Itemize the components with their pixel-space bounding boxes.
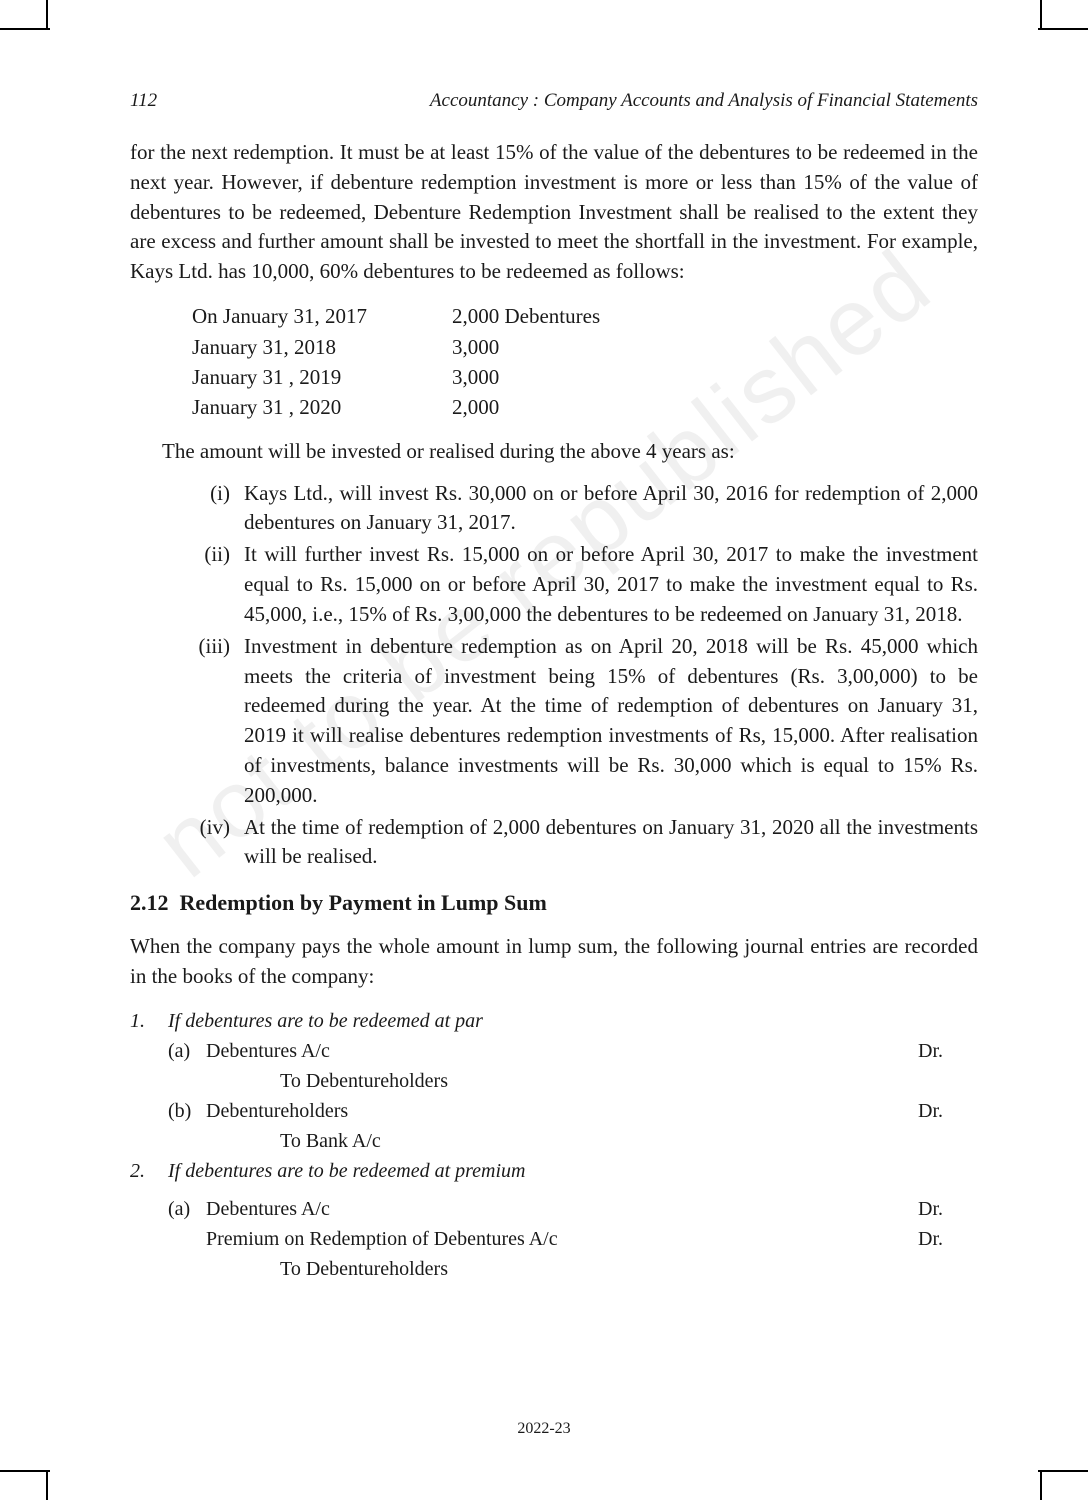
schedule-row: January 31 , 2019 3,000 — [192, 362, 978, 392]
entry-account: Premium on Redemption of Debentures A/c — [206, 1224, 918, 1254]
list-item: (i) Kays Ltd., will invest Rs. 30,000 on… — [186, 479, 978, 539]
entry-row: (b) Debentureholders Dr. — [130, 1096, 978, 1126]
redemption-schedule: On January 31, 2017 2,000 Debentures Jan… — [192, 301, 978, 423]
schedule-date: January 31 , 2020 — [192, 392, 452, 422]
schedule-row: January 31 , 2020 2,000 — [192, 392, 978, 422]
entry-row: Premium on Redemption of Debentures A/c … — [130, 1224, 978, 1254]
entry-row: (a) Debentures A/c Dr. — [130, 1036, 978, 1066]
page-header: 112 Accountancy : Company Accounts and A… — [130, 90, 978, 112]
entry-to-line: To Debentureholders — [280, 1066, 978, 1096]
schedule-date: January 31, 2018 — [192, 332, 452, 362]
entry-group-number: 1. — [130, 1006, 168, 1036]
entry-account: Debentures A/c — [206, 1036, 918, 1066]
schedule-value: 2,000 Debentures — [452, 301, 600, 331]
list-item: (ii) It will further invest Rs. 15,000 o… — [186, 540, 978, 629]
page-number: 112 — [130, 90, 157, 112]
entry-to-line: To Bank A/c — [280, 1126, 978, 1156]
footer-year: 2022-23 — [0, 1420, 1088, 1438]
roman-text: At the time of redemption of 2,000 deben… — [244, 813, 978, 873]
book-title: Accountancy : Company Accounts and Analy… — [430, 90, 978, 112]
schedule-date: On January 31, 2017 — [192, 301, 452, 331]
entry-dr: Dr. — [918, 1036, 978, 1066]
entry-group-header: 2. If debentures are to be redeemed at p… — [130, 1156, 978, 1186]
entry-sub-label: (b) — [168, 1096, 206, 1126]
schedule-row: January 31, 2018 3,000 — [192, 332, 978, 362]
section-heading: 2.12 Redemption by Payment in Lump Sum — [130, 890, 978, 916]
entry-dr: Dr. — [918, 1194, 978, 1224]
schedule-value: 3,000 — [452, 332, 499, 362]
intro-paragraph: for the next redemption. It must be at l… — [130, 138, 978, 287]
entry-account: Debentures A/c — [206, 1194, 918, 1224]
schedule-row: On January 31, 2017 2,000 Debentures — [192, 301, 978, 331]
roman-numeral: (ii) — [186, 540, 244, 629]
schedule-value: 2,000 — [452, 392, 499, 422]
invest-line: The amount will be invested or realised … — [162, 437, 978, 467]
schedule-date: January 31 , 2019 — [192, 362, 452, 392]
roman-list: (i) Kays Ltd., will invest Rs. 30,000 on… — [186, 479, 978, 873]
section-number: 2.12 — [130, 890, 169, 915]
section-title: Redemption by Payment in Lump Sum — [180, 890, 547, 915]
entry-group-number: 2. — [130, 1156, 168, 1186]
entry-dr: Dr. — [918, 1096, 978, 1126]
roman-text: Investment in debenture redemption as on… — [244, 632, 978, 811]
entry-group-title: If debentures are to be redeemed at prem… — [168, 1156, 526, 1186]
entry-to-line: To Debentureholders — [280, 1254, 978, 1284]
roman-text: Kays Ltd., will invest Rs. 30,000 on or … — [244, 479, 978, 539]
roman-text: It will further invest Rs. 15,000 on or … — [244, 540, 978, 629]
entry-sub-label: (a) — [168, 1036, 206, 1066]
list-item: (iv) At the time of redemption of 2,000 … — [186, 813, 978, 873]
entry-group-header: 1. If debentures are to be redeemed at p… — [130, 1006, 978, 1036]
journal-entries: 1. If debentures are to be redeemed at p… — [130, 1006, 978, 1284]
section-intro: When the company pays the whole amount i… — [130, 932, 978, 992]
entry-dr: Dr. — [918, 1224, 978, 1254]
entry-group-title: If debentures are to be redeemed at par — [168, 1006, 483, 1036]
entry-row: (a) Debentures A/c Dr. — [130, 1194, 978, 1224]
schedule-value: 3,000 — [452, 362, 499, 392]
entry-account: Debentureholders — [206, 1096, 918, 1126]
entry-sub-label: (a) — [168, 1194, 206, 1224]
roman-numeral: (iii) — [186, 632, 244, 811]
roman-numeral: (iv) — [186, 813, 244, 873]
roman-numeral: (i) — [186, 479, 244, 539]
list-item: (iii) Investment in debenture redemption… — [186, 632, 978, 811]
